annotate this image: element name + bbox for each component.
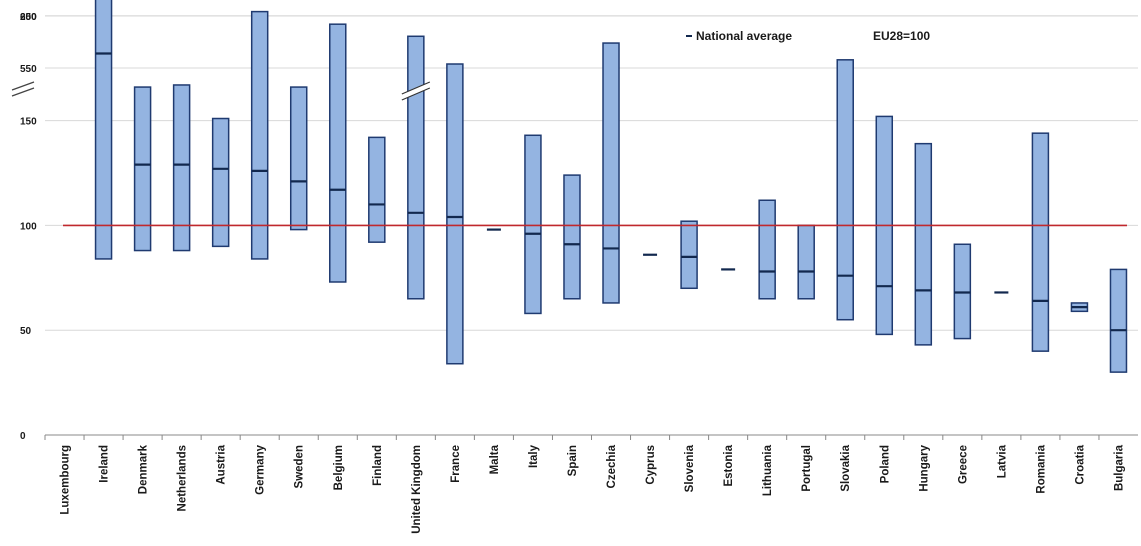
category-label: Croatia [1074, 444, 1086, 484]
category-label: Slovenia [684, 444, 696, 492]
range-bar [1031, 132, 1050, 352]
range-bars [94, 0, 1128, 373]
y-tick-label: 100 [20, 221, 37, 232]
range-bar [407, 35, 425, 300]
range-bar [602, 42, 620, 304]
category-label: Hungary [918, 444, 930, 491]
category-label: Estonia [723, 444, 735, 486]
range-bar [836, 59, 854, 321]
range-bar [289, 86, 308, 231]
y-tick-label: 0 [20, 431, 26, 442]
category-label: Cyprus [645, 445, 657, 485]
category-label: France [450, 445, 462, 483]
bar-break-mark [401, 81, 431, 101]
category-label: Netherlands [177, 445, 189, 511]
range-bar [524, 134, 542, 315]
range-bar [172, 84, 191, 252]
national-average-markers [95, 52, 1127, 332]
range-bar [563, 174, 581, 300]
legend-marker-label: National average [696, 29, 792, 43]
category-label: Slovakia [840, 444, 852, 491]
axis-break-mark [11, 81, 35, 91]
category-label: Portugal [801, 445, 813, 492]
category-label: Germany [255, 444, 267, 494]
category-label: Luxembourg [60, 445, 72, 515]
range-bar [250, 10, 269, 260]
category-label: Lithuania [762, 444, 774, 496]
category-label: Malta [489, 444, 501, 474]
category-label: Romania [1035, 444, 1047, 493]
gridlines [44, 15, 1138, 440]
y-tick-label: 650 [20, 12, 37, 23]
category-label: Belgium [333, 445, 345, 490]
category-label: Poland [879, 445, 891, 483]
category-label: Spain [567, 445, 579, 476]
y-tick-label: 150 [20, 117, 37, 128]
category-label: United Kingdom [411, 445, 423, 534]
y-axis: 050100150200250300550650 [11, 12, 37, 442]
range-bar [368, 136, 386, 243]
range-bar [446, 63, 464, 365]
category-label: Italy [528, 444, 540, 468]
category-label: Ireland [99, 445, 111, 483]
range-bar [758, 199, 776, 300]
legend-note: EU28=100 [873, 29, 930, 43]
category-label: Greece [957, 445, 969, 484]
range-bar [329, 23, 347, 283]
range-bar [133, 86, 152, 252]
y-tick-label: 200 [20, 12, 37, 23]
range-bar [1109, 268, 1128, 373]
category-label: Sweden [294, 445, 306, 488]
category-label: Czechia [606, 444, 618, 488]
category-label: Denmark [138, 444, 150, 494]
category-label: Finland [372, 445, 384, 486]
range-bar [680, 220, 698, 290]
category-label: Bulgaria [1113, 444, 1125, 491]
range-bar [797, 224, 815, 300]
y-tick-label: 550 [20, 64, 37, 75]
range-bar [94, 0, 113, 260]
y-tick-label: 50 [20, 326, 32, 337]
range-bar [211, 117, 230, 248]
legend: National average EU28=100 [686, 29, 930, 43]
category-label: Latvia [996, 444, 1008, 478]
range-bar [914, 142, 933, 346]
x-axis-labels: Luxembourg Ireland Denmark Netherlands Austr… [60, 444, 1126, 533]
axis-break-mark [11, 87, 35, 97]
category-label: Austria [216, 444, 228, 484]
